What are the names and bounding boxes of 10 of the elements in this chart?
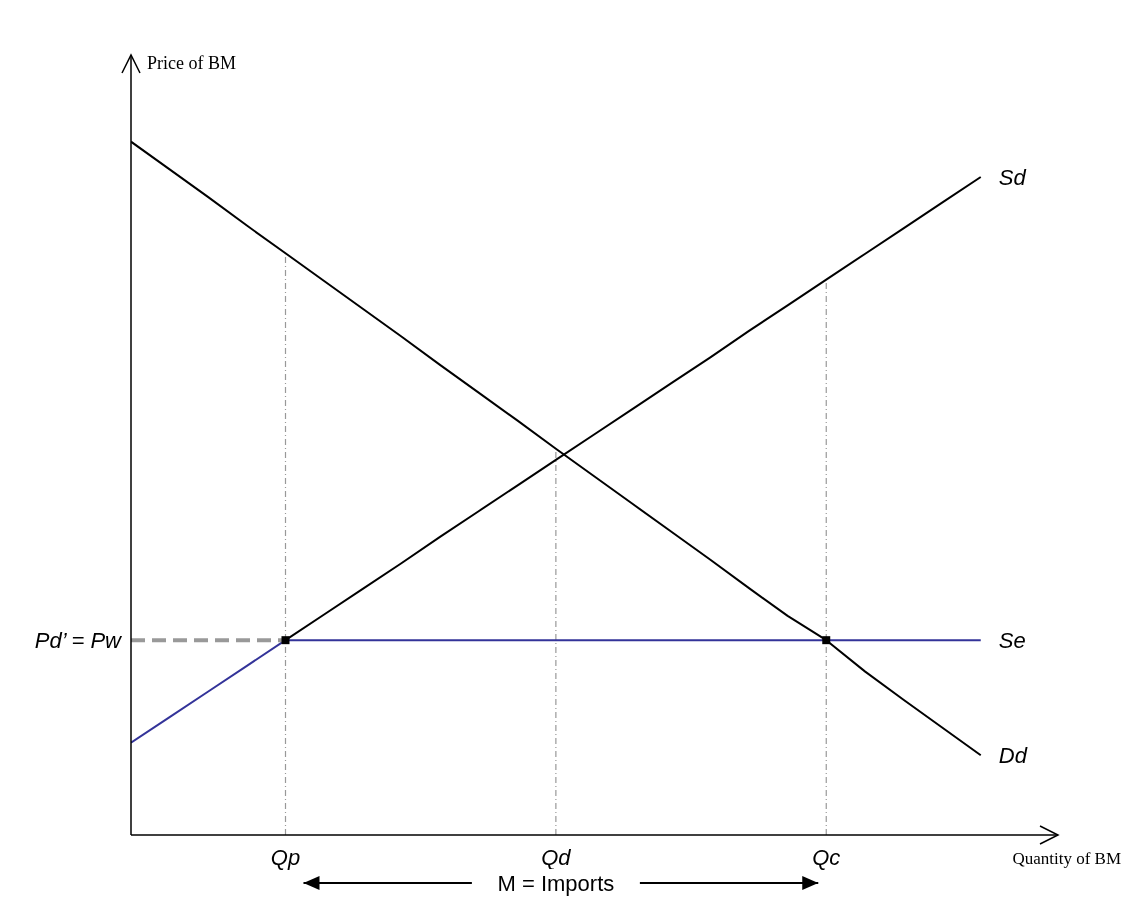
text: M = Imports	[497, 871, 615, 896]
series-label: Pd’ = Pw	[34, 628, 124, 654]
x-axis-title: Quantity of BM	[1012, 849, 1121, 868]
x-tick-label: Qp	[270, 844, 301, 870]
x-tick-label: Qd	[541, 844, 572, 870]
series-label: Dd	[998, 743, 1028, 769]
x-tick-label: Qc	[812, 844, 841, 870]
series-label: Se	[998, 628, 1026, 654]
y-axis-title: Price of BM	[147, 53, 236, 73]
series-label: Sd	[998, 165, 1027, 191]
